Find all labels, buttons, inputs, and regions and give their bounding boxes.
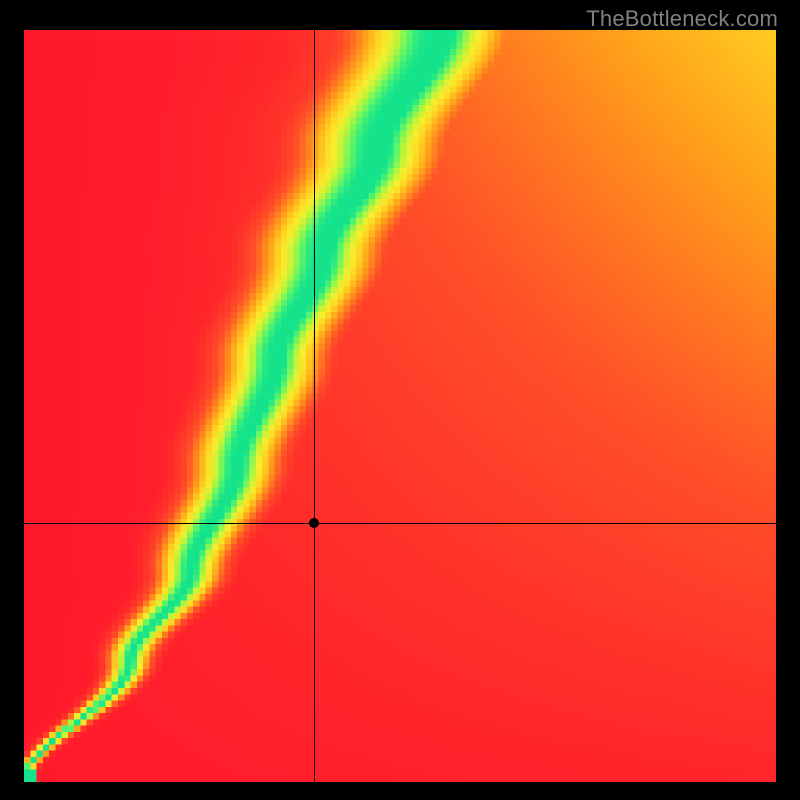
heatmap-canvas bbox=[24, 30, 776, 782]
watermark: TheBottleneck.com bbox=[586, 6, 778, 32]
crosshair-vertical bbox=[314, 30, 315, 782]
crosshair-marker bbox=[309, 518, 319, 528]
heatmap-plot bbox=[24, 30, 776, 782]
crosshair-horizontal bbox=[24, 523, 776, 524]
